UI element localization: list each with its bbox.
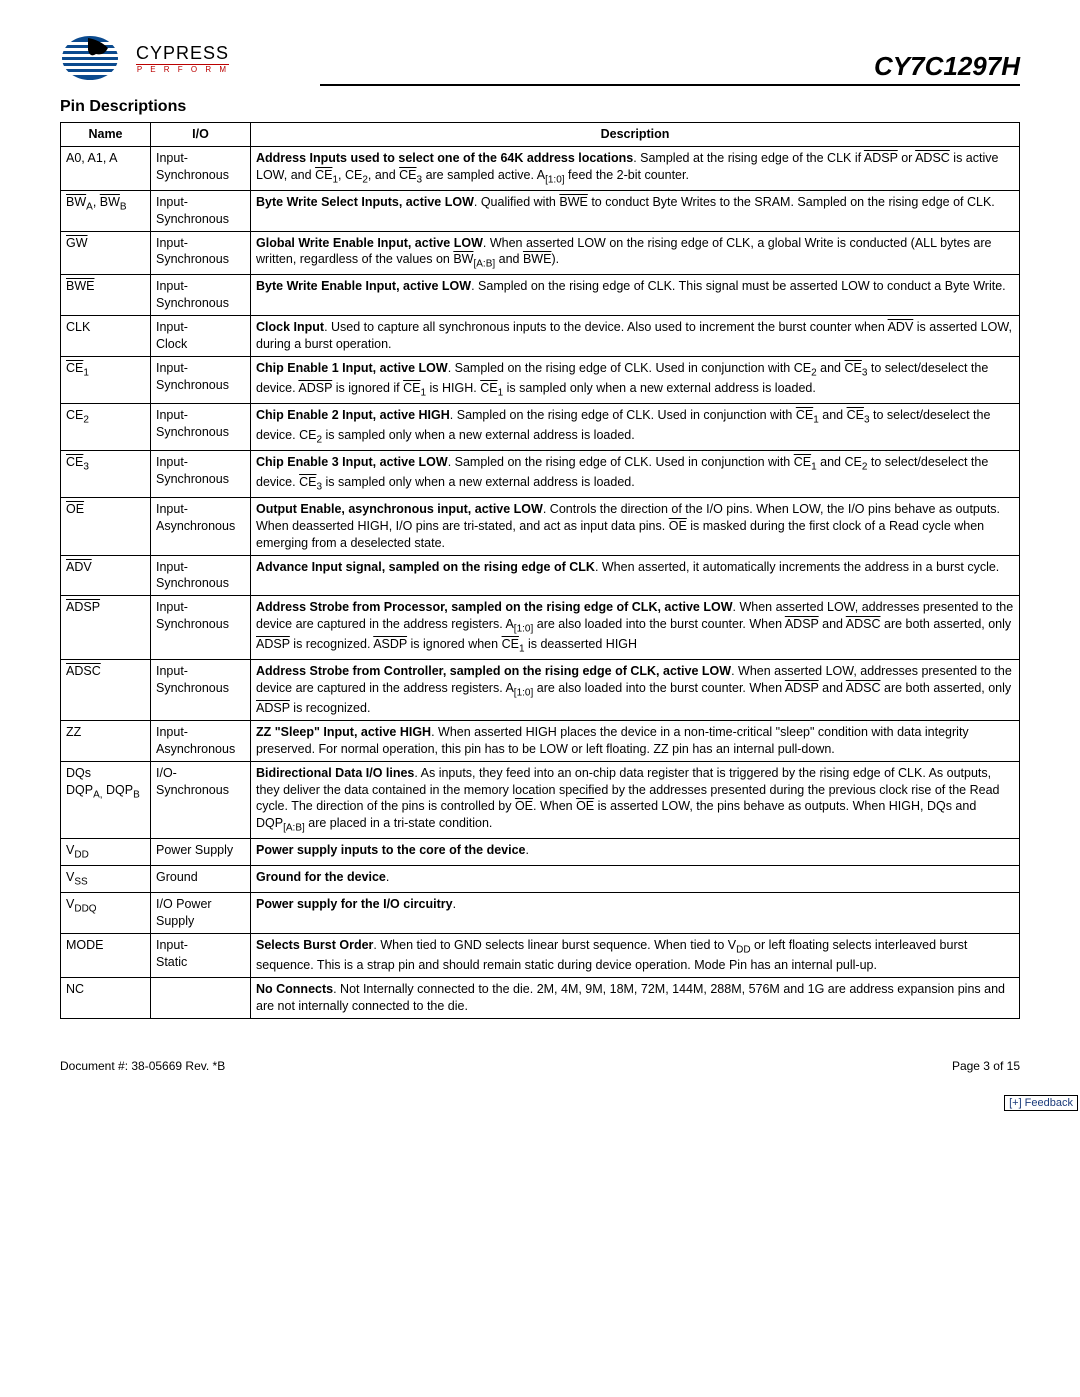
table-row: CE2Input-SynchronousChip Enable 2 Input,… xyxy=(61,403,1020,450)
pin-io: Input-Synchronous xyxy=(151,450,251,497)
table-row: GWInput-SynchronousGlobal Write Enable I… xyxy=(61,231,1020,275)
table-row: OEInput-AsynchronousOutput Enable, async… xyxy=(61,497,1020,555)
pin-io: Input-Clock xyxy=(151,316,251,357)
pin-io: I/O Power Supply xyxy=(151,893,251,934)
pin-description: Address Strobe from Controller, sampled … xyxy=(251,660,1020,721)
pin-io: Input-Synchronous xyxy=(151,403,251,450)
pin-description: Byte Write Enable Input, active LOW. Sam… xyxy=(251,275,1020,316)
table-row: CE3Input-SynchronousChip Enable 3 Input,… xyxy=(61,450,1020,497)
pin-name: A0, A1, A xyxy=(61,146,151,190)
pin-name: VSS xyxy=(61,866,151,893)
table-row: DQsDQPA, DQPBI/O-SynchronousBidirectiona… xyxy=(61,761,1020,839)
pin-description: Selects Burst Order. When tied to GND se… xyxy=(251,934,1020,978)
pin-description: ZZ "Sleep" Input, active HIGH. When asse… xyxy=(251,720,1020,761)
pin-name: NC xyxy=(61,977,151,1018)
pin-table: Name I/O Description A0, A1, AInput-Sync… xyxy=(60,122,1020,1019)
pin-description: Output Enable, asynchronous input, activ… xyxy=(251,497,1020,555)
table-row: BWA, BWBInput-SynchronousByte Write Sele… xyxy=(61,190,1020,231)
pin-description: Chip Enable 2 Input, active HIGH. Sample… xyxy=(251,403,1020,450)
table-row: ADSCInput-SynchronousAddress Strobe from… xyxy=(61,660,1020,721)
pin-description: Byte Write Select Inputs, active LOW. Qu… xyxy=(251,190,1020,231)
pin-description: No Connects. Not Internally connected to… xyxy=(251,977,1020,1018)
pin-io: Input-Synchronous xyxy=(151,596,251,660)
pin-io: Power Supply xyxy=(151,839,251,866)
pin-description: Power supply for the I/O circuitry. xyxy=(251,893,1020,934)
table-row: CLKInput-ClockClock Input. Used to captu… xyxy=(61,316,1020,357)
pin-description: Address Strobe from Processor, sampled o… xyxy=(251,596,1020,660)
table-row: VDDQI/O Power SupplyPower supply for the… xyxy=(61,893,1020,934)
page: CYPRESS P E R F O R M CY7C1297H Pin Desc… xyxy=(0,0,1080,1113)
table-row: ADVInput-SynchronousAdvance Input signal… xyxy=(61,555,1020,596)
pin-description: Power supply inputs to the core of the d… xyxy=(251,839,1020,866)
doc-number: Document #: 38-05669 Rev. *B xyxy=(60,1059,225,1073)
pin-name: ADSC xyxy=(61,660,151,721)
pin-name: VDDQ xyxy=(61,893,151,934)
pin-io: Input-Synchronous xyxy=(151,275,251,316)
pin-description: Chip Enable 1 Input, active LOW. Sampled… xyxy=(251,356,1020,403)
table-row: ADSPInput-SynchronousAddress Strobe from… xyxy=(61,596,1020,660)
pin-name: ADV xyxy=(61,555,151,596)
pin-description: Clock Input. Used to capture all synchro… xyxy=(251,316,1020,357)
pin-name: DQsDQPA, DQPB xyxy=(61,761,151,839)
pin-description: Ground for the device. xyxy=(251,866,1020,893)
pin-description: Bidirectional Data I/O lines. As inputs,… xyxy=(251,761,1020,839)
table-row: VDDPower SupplyPower supply inputs to th… xyxy=(61,839,1020,866)
pin-description: Global Write Enable Input, active LOW. W… xyxy=(251,231,1020,275)
pin-name: OE xyxy=(61,497,151,555)
pin-io: Input-Synchronous xyxy=(151,146,251,190)
feedback-button[interactable]: [+] Feedback xyxy=(1004,1095,1078,1111)
pin-io: Input-Synchronous xyxy=(151,555,251,596)
table-row: A0, A1, AInput-SynchronousAddress Inputs… xyxy=(61,146,1020,190)
table-row: VSSGroundGround for the device. xyxy=(61,866,1020,893)
pin-name: BWA, BWB xyxy=(61,190,151,231)
pin-name: CE1 xyxy=(61,356,151,403)
logo: CYPRESS P E R F O R M xyxy=(60,30,229,86)
pin-description: Address Inputs used to select one of the… xyxy=(251,146,1020,190)
cypress-globe-icon xyxy=(60,30,130,86)
table-row: CE1Input-SynchronousChip Enable 1 Input,… xyxy=(61,356,1020,403)
pin-io: Input-Synchronous xyxy=(151,231,251,275)
pin-description: Chip Enable 3 Input, active LOW. Sampled… xyxy=(251,450,1020,497)
col-name: Name xyxy=(61,123,151,147)
pin-io: Input-Synchronous xyxy=(151,190,251,231)
brand-sub: P E R F O R M xyxy=(136,65,229,74)
table-row: NC No Connects. Not Internally connected … xyxy=(61,977,1020,1018)
pin-name: BWE xyxy=(61,275,151,316)
pin-io: Input-Asynchronous xyxy=(151,720,251,761)
pin-name: MODE xyxy=(61,934,151,978)
section-title: Pin Descriptions xyxy=(60,98,1020,116)
table-row: BWEInput-SynchronousByte Write Enable In… xyxy=(61,275,1020,316)
pin-io: Input-Static xyxy=(151,934,251,978)
pin-name: CLK xyxy=(61,316,151,357)
col-io: I/O xyxy=(151,123,251,147)
pin-io: Ground xyxy=(151,866,251,893)
pin-io xyxy=(151,977,251,1018)
footer: Document #: 38-05669 Rev. *B Page 3 of 1… xyxy=(60,1059,1020,1073)
col-desc: Description xyxy=(251,123,1020,147)
brand-main: CYPRESS xyxy=(136,43,229,65)
pin-name: CE3 xyxy=(61,450,151,497)
pin-name: ADSP xyxy=(61,596,151,660)
part-number: CY7C1297H xyxy=(320,51,1020,86)
pin-io: I/O-Synchronous xyxy=(151,761,251,839)
table-row: MODEInput-StaticSelects Burst Order. Whe… xyxy=(61,934,1020,978)
pin-name: GW xyxy=(61,231,151,275)
header: CYPRESS P E R F O R M CY7C1297H xyxy=(60,30,1020,86)
pin-io: Input-Synchronous xyxy=(151,660,251,721)
table-row: ZZInput-AsynchronousZZ "Sleep" Input, ac… xyxy=(61,720,1020,761)
pin-name: VDD xyxy=(61,839,151,866)
pin-name: CE2 xyxy=(61,403,151,450)
page-number: Page 3 of 15 xyxy=(952,1059,1020,1073)
pin-io: Input-Synchronous xyxy=(151,356,251,403)
table-header-row: Name I/O Description xyxy=(61,123,1020,147)
logo-text: CYPRESS P E R F O R M xyxy=(136,43,229,74)
pin-io: Input-Asynchronous xyxy=(151,497,251,555)
pin-name: ZZ xyxy=(61,720,151,761)
pin-description: Advance Input signal, sampled on the ris… xyxy=(251,555,1020,596)
